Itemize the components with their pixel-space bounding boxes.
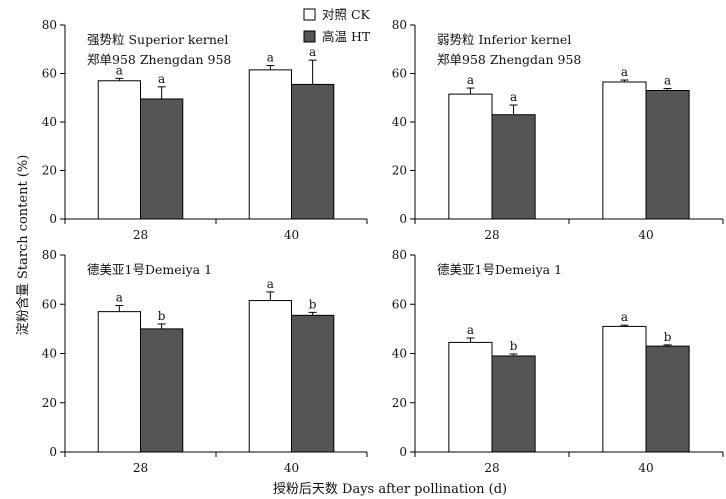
y-tick-label: 0: [49, 212, 57, 226]
bar: [491, 355, 536, 453]
x-tick-label: 40: [284, 461, 299, 475]
significance-label: a: [267, 50, 274, 64]
bar: [602, 81, 647, 220]
y-tick-label: 40: [42, 347, 57, 361]
y-tick-label: 80: [42, 248, 57, 262]
y-tick-label: 0: [49, 445, 57, 459]
significance-label: a: [621, 310, 628, 324]
chart-panel-1: 0 20 40 60 80 28 40 强势粒 Superior kernel 郑单958 Zh…: [42, 18, 368, 242]
significance-label: a: [309, 45, 316, 59]
y-tick-label: 20: [392, 164, 407, 178]
legend: 对照 CK 高温 HT: [303, 7, 371, 44]
x-axis-label: 授粉后天数 Days after pollination (d): [273, 482, 507, 497]
bar: [140, 98, 184, 220]
bar: [602, 325, 647, 453]
bar: [248, 300, 292, 453]
significance-label: a: [267, 277, 274, 291]
legend-swatch-ck: [303, 8, 316, 21]
panel-annotation: 郑单958 Zhengdan 958: [87, 52, 231, 67]
legend-label-ht: 高温 HT: [322, 29, 371, 44]
panel-annotation: 郑单958 Zhengdan 958: [437, 52, 581, 67]
significance-label: a: [116, 63, 123, 77]
y-tick-label: 80: [42, 18, 57, 32]
significance-label: a: [116, 290, 123, 304]
y-tick-label: 20: [42, 164, 57, 178]
y-tick-label: 40: [42, 115, 57, 129]
x-tick-label: 40: [638, 461, 653, 475]
significance-label: b: [309, 297, 317, 311]
panel-annotation: 德美亚1号Demeiya 1: [87, 262, 212, 277]
y-tick-label: 80: [392, 248, 407, 262]
y-tick-label: 60: [42, 297, 57, 311]
significance-label: a: [510, 90, 517, 104]
x-tick-label: 40: [638, 228, 653, 242]
bar: [491, 114, 536, 220]
y-tick-label: 80: [392, 18, 407, 32]
y-tick-label: 0: [399, 445, 407, 459]
bar: [645, 345, 690, 453]
bar: [645, 89, 690, 220]
bar: [291, 314, 335, 453]
y-tick-label: 20: [392, 396, 407, 410]
significance-label: b: [158, 309, 166, 323]
y-tick-label: 20: [42, 396, 57, 410]
x-tick-label: 28: [133, 228, 148, 242]
legend-label-ck: 对照 CK: [322, 7, 371, 22]
panel-annotation: 强势粒 Superior kernel: [87, 32, 228, 47]
bar: [448, 93, 493, 220]
chart-panel-4: 0 20 40 60 80 28 40 德美亚1号Demeiya 1 a b a b: [392, 248, 724, 475]
legend-swatch-ht: [303, 30, 316, 43]
bar: [97, 311, 141, 453]
bar: [97, 80, 141, 220]
y-tick-label: 40: [392, 347, 407, 361]
panel-annotation: 德美亚1号Demeiya 1: [437, 262, 562, 277]
x-tick-label: 28: [484, 228, 499, 242]
bar: [448, 341, 493, 453]
y-tick-label: 60: [392, 67, 407, 81]
y-tick-label: 60: [42, 67, 57, 81]
panel-annotation: 弱势粒 Inferior kernel: [437, 32, 571, 47]
significance-label: a: [664, 74, 671, 88]
y-axis-label: 淀粉含量 Starch content (%): [15, 155, 31, 336]
significance-label: b: [664, 330, 672, 344]
y-tick-label: 40: [392, 115, 407, 129]
bar: [291, 83, 335, 220]
x-tick-label: 28: [133, 461, 148, 475]
bar: [248, 69, 292, 220]
significance-label: b: [510, 339, 518, 353]
bar: [140, 328, 184, 453]
significance-label: a: [621, 65, 628, 79]
x-tick-label: 40: [284, 228, 299, 242]
y-tick-label: 60: [392, 297, 407, 311]
significance-label: a: [158, 72, 165, 86]
significance-label: a: [467, 73, 474, 87]
x-tick-label: 28: [484, 461, 499, 475]
chart-panel-2: 0 20 40 60 80 28 40 弱势粒 Inferior kernel 郑单958 Zh…: [392, 18, 724, 242]
y-tick-label: 0: [399, 212, 407, 226]
chart-panel-3: 0 20 40 60 80 28 40 德美亚1号Demeiya 1 a b a b: [42, 248, 368, 475]
significance-label: a: [467, 323, 474, 337]
